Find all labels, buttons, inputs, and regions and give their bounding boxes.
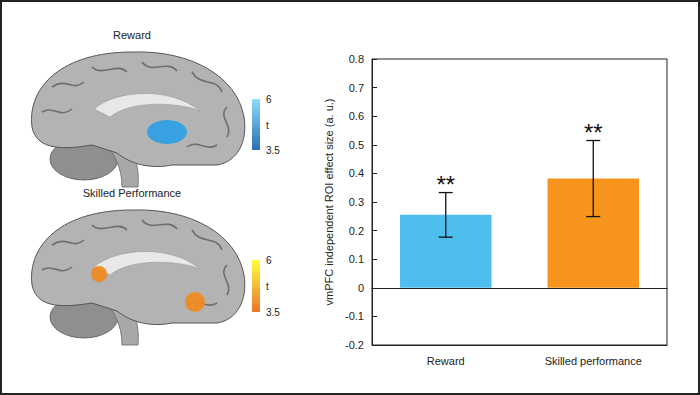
svg-text:t: t <box>266 281 269 292</box>
svg-text:6: 6 <box>266 255 272 266</box>
svg-text:3.5: 3.5 <box>266 145 280 156</box>
svg-text:Reward: Reward <box>113 29 151 41</box>
svg-text:Skilled performance: Skilled performance <box>545 355 642 367</box>
svg-text:t: t <box>266 120 269 131</box>
svg-text:-0.2: -0.2 <box>345 339 364 351</box>
svg-text:0.3: 0.3 <box>349 196 364 208</box>
svg-text:0.5: 0.5 <box>349 139 364 151</box>
svg-text:0.7: 0.7 <box>349 82 364 94</box>
svg-text:0.6: 0.6 <box>349 110 364 122</box>
svg-text:0.8: 0.8 <box>349 53 364 65</box>
svg-text:6: 6 <box>266 94 272 105</box>
svg-text:Reward: Reward <box>427 355 465 367</box>
svg-text:0.2: 0.2 <box>349 225 364 237</box>
svg-text:0.4: 0.4 <box>349 167 364 179</box>
svg-text:3.5: 3.5 <box>266 307 280 318</box>
svg-text:**: ** <box>436 171 455 198</box>
svg-text:**: ** <box>584 119 603 146</box>
svg-text:0: 0 <box>358 282 364 294</box>
svg-text:0.1: 0.1 <box>349 253 364 265</box>
svg-text:-0.1: -0.1 <box>345 310 364 322</box>
svg-text:vmPFC independent ROI effect s: vmPFC independent ROI effect size (a. u.… <box>323 98 335 305</box>
svg-text:Skilled Performance: Skilled Performance <box>83 187 181 199</box>
